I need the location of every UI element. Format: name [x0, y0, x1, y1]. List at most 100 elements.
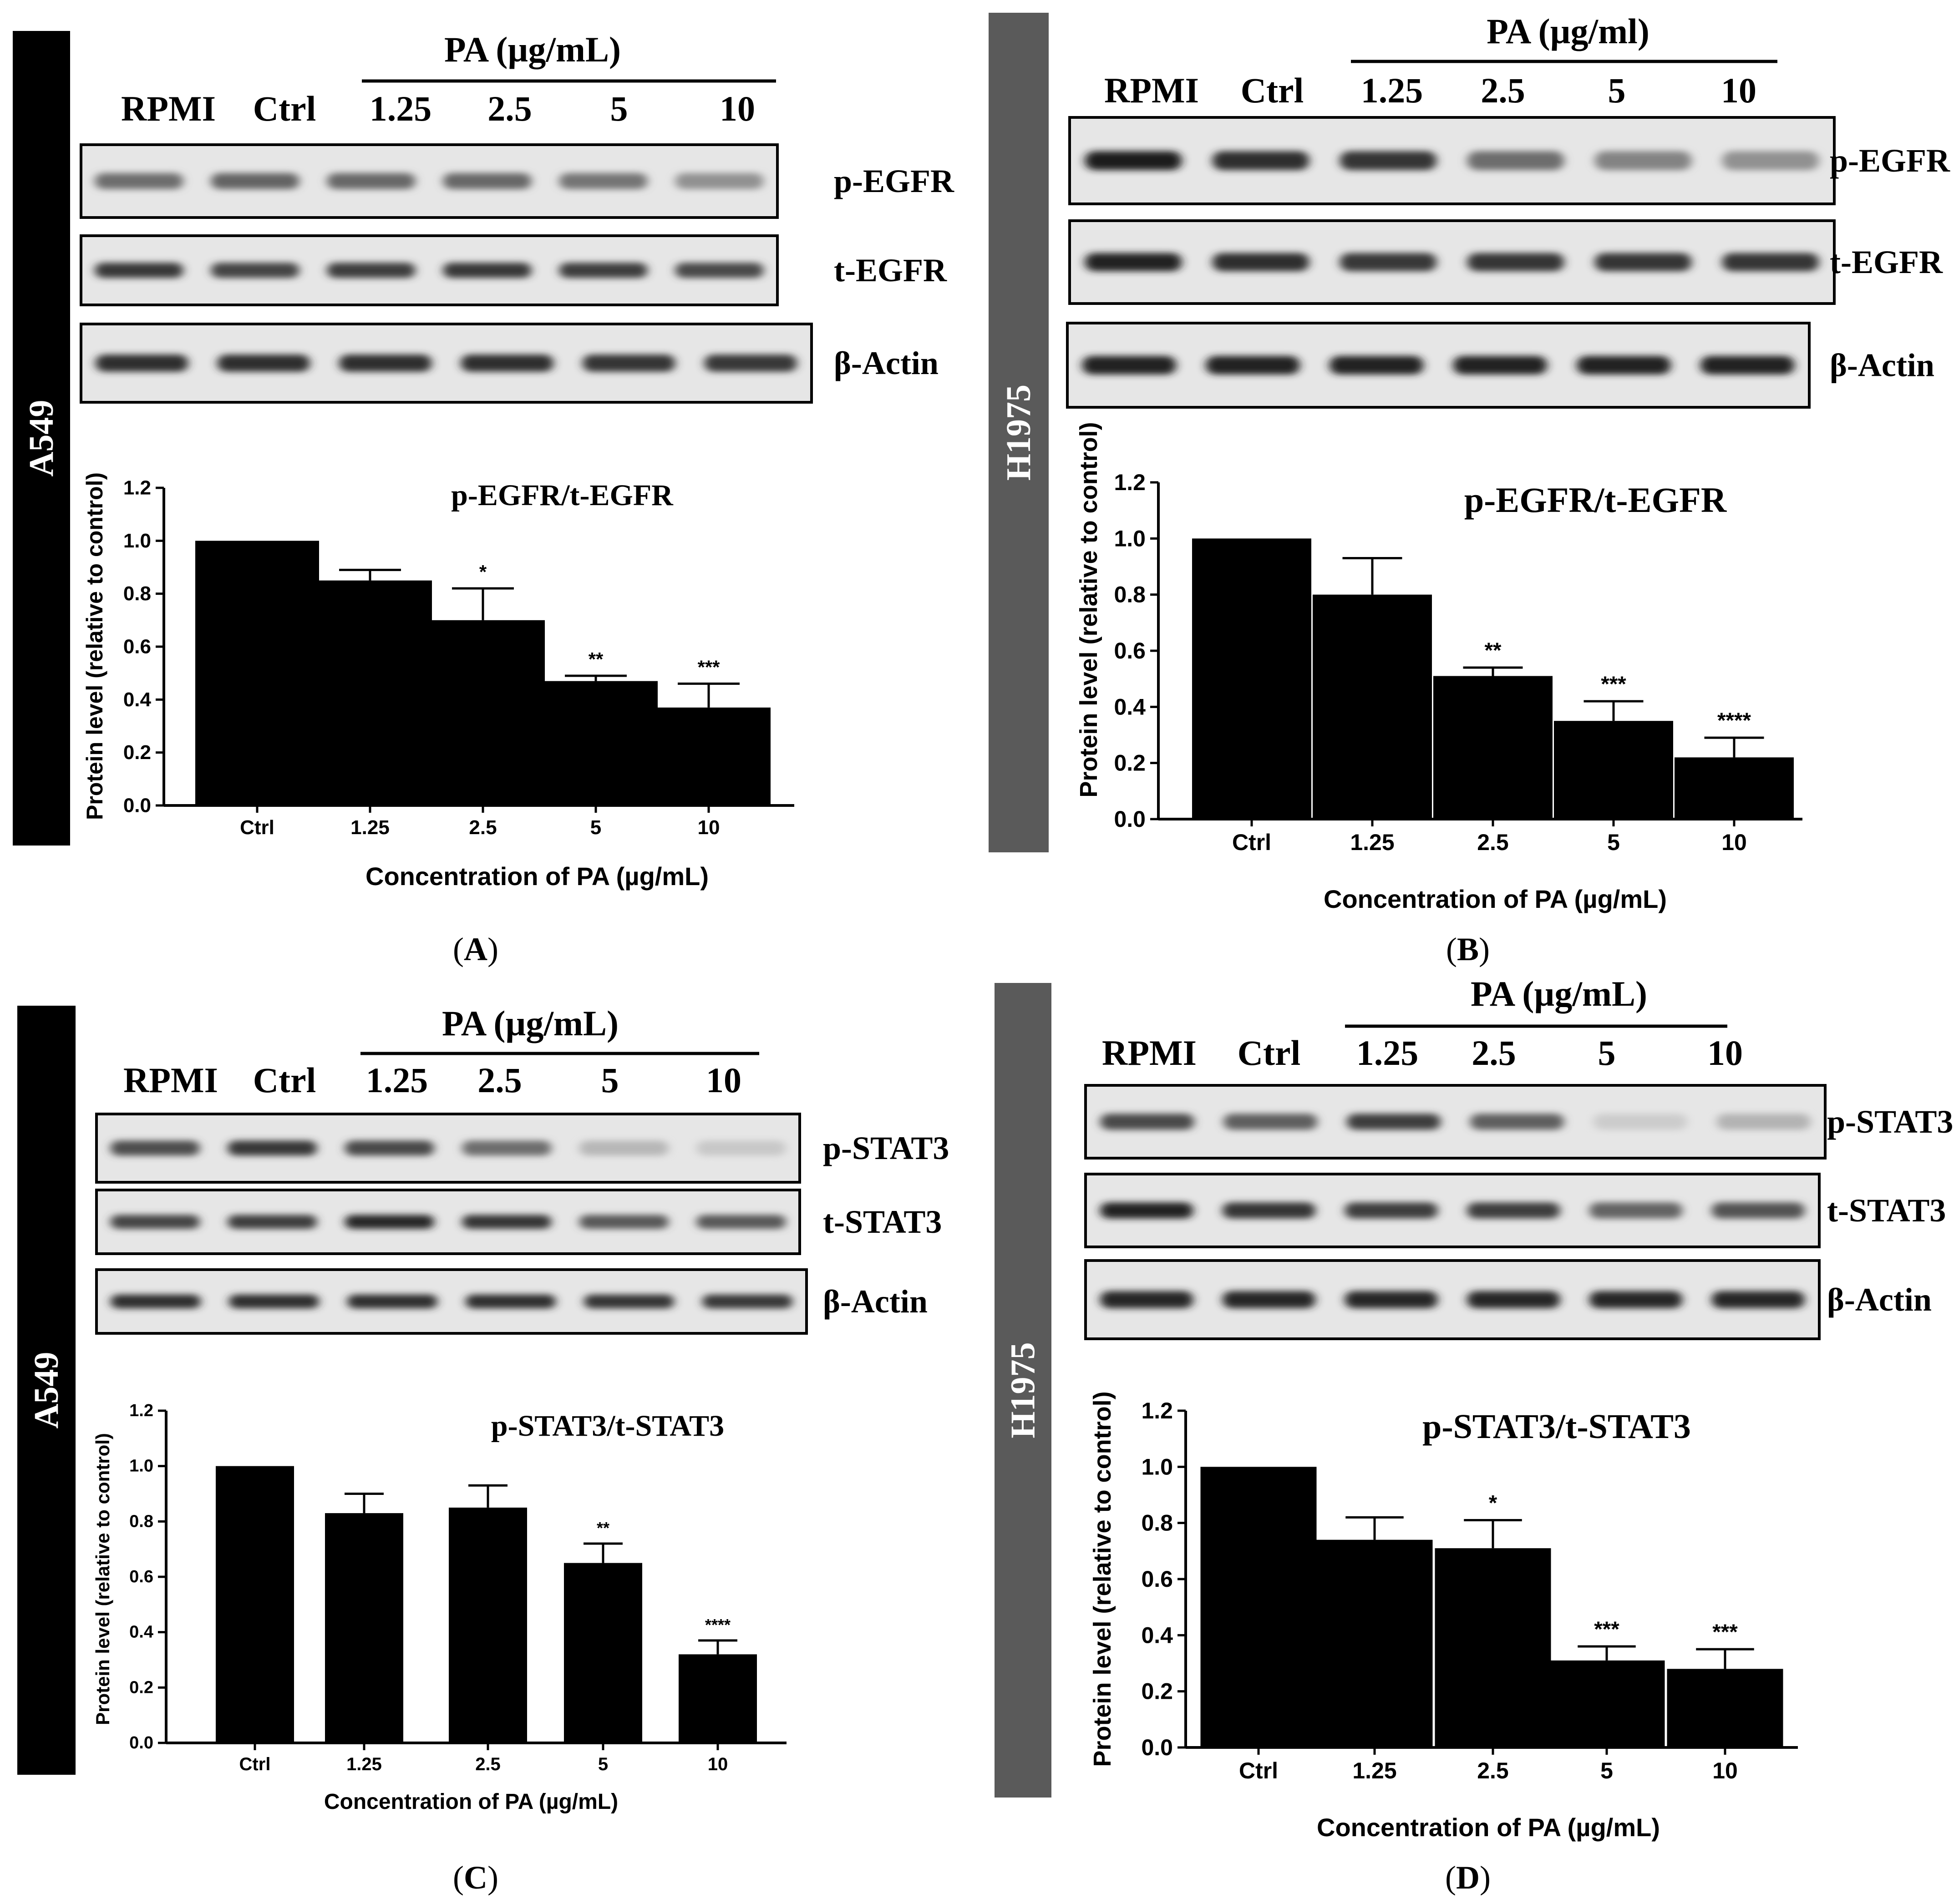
- x-tick-label: 1.25: [346, 1754, 382, 1774]
- blot-band: [559, 263, 648, 278]
- bar: [195, 541, 319, 805]
- bar: [679, 1654, 757, 1743]
- bar: [1433, 676, 1553, 819]
- blot-band: [1722, 253, 1819, 272]
- blot-panel: [1068, 219, 1836, 305]
- blot-band: [704, 354, 797, 372]
- blot-band: [1453, 356, 1548, 375]
- chart-title: p-STAT3/t-STAT3: [491, 1409, 724, 1443]
- lane-label: 2.5: [1481, 71, 1525, 110]
- lane-label: 5: [1598, 1033, 1616, 1073]
- blot-band: [229, 1294, 319, 1309]
- blot-band: [1100, 1291, 1193, 1308]
- lane-label: 5: [610, 89, 628, 128]
- cell-line-bar: [17, 1006, 76, 1775]
- blot-band: [1223, 1114, 1318, 1130]
- panel-letter: (C): [453, 1859, 498, 1896]
- lane-label: RPMI: [121, 89, 216, 128]
- panel-letter: (A): [453, 931, 498, 967]
- lane-label: 1.25: [366, 1060, 428, 1100]
- x-tick-label: Ctrl: [1239, 1758, 1278, 1783]
- significance-label: *: [479, 561, 487, 582]
- blot-band: [584, 1294, 674, 1309]
- lane-label: Ctrl: [1241, 71, 1304, 110]
- blot-band: [1345, 1202, 1438, 1219]
- pa-header: PA (µg/mL): [442, 1003, 619, 1043]
- cell-line-label: H1975: [1000, 385, 1038, 481]
- lane-label: 10: [1721, 71, 1756, 110]
- bar: [1554, 721, 1673, 819]
- x-tick-label: Ctrl: [239, 1754, 271, 1774]
- blot-band: [1347, 1114, 1441, 1130]
- pa-header: PA (µg/ml): [1487, 11, 1649, 51]
- bar: [564, 1563, 642, 1743]
- significance-label: ***: [1601, 672, 1626, 696]
- y-tick-label: 0.8: [123, 582, 151, 605]
- pa-header: PA (µg/mL): [444, 30, 621, 69]
- blot-band: [579, 1140, 669, 1156]
- bar-chart: 0.0 0.2 0.4 0.6 0.8 1.0 1.2 Ctrl 1.25 * 2.5 ** 5 *** 1…: [82, 472, 794, 891]
- blot-band: [95, 173, 183, 189]
- y-tick-label: 0.8: [1114, 582, 1146, 608]
- blot-panel: [1068, 116, 1836, 205]
- blot-band: [1222, 1202, 1316, 1219]
- blot-band: [1329, 356, 1424, 375]
- lane-label: 5: [1608, 71, 1626, 110]
- x-axis-label: Concentration of PA (µg/mL): [324, 1790, 618, 1814]
- blot-band: [1716, 1114, 1811, 1130]
- blot-band: [466, 1294, 556, 1309]
- blot-label: t-EGFR: [1830, 244, 1943, 280]
- significance-label: ***: [1594, 1617, 1619, 1641]
- bar-chart: 0.0 0.2 0.4 0.6 0.8 1.0 1.2 Ctrl 1.25 ** 2.5 *** 5 **…: [1075, 422, 1802, 913]
- bar: [216, 1466, 294, 1743]
- bar: [325, 1513, 403, 1743]
- y-tick-label: 0.4: [1114, 694, 1146, 719]
- cell-line-bar: [989, 13, 1049, 852]
- y-tick-label: 0.6: [123, 636, 151, 658]
- blot-label: p-EGFR: [834, 163, 954, 199]
- x-tick-label: 2.5: [475, 1754, 501, 1774]
- blot-panel: [95, 1268, 808, 1335]
- y-tick-label: 0.4: [123, 689, 152, 711]
- significance-label: ***: [1712, 1620, 1738, 1644]
- significance-label: **: [1485, 638, 1502, 663]
- bar: [1548, 1660, 1665, 1747]
- lane-label: Ctrl: [253, 89, 316, 128]
- significance-label: **: [597, 1519, 609, 1537]
- lane-label: 2.5: [1472, 1033, 1516, 1073]
- bar: [1200, 1467, 1317, 1747]
- y-tick-label: 0.0: [129, 1733, 153, 1752]
- bar: [1192, 538, 1311, 819]
- blot-band: [1589, 1202, 1683, 1219]
- blot-band: [1100, 1202, 1193, 1219]
- y-tick-label: 1.0: [129, 1457, 153, 1476]
- blot-label: t-EGFR: [834, 252, 947, 289]
- bar-chart: 0.0 0.2 0.4 0.6 0.8 1.0 1.2 Ctrl 1.25 * 2.5 *** 5 ***…: [1089, 1391, 1798, 1842]
- blot-band: [1212, 253, 1309, 272]
- blot-label: p-EGFR: [1830, 142, 1950, 179]
- blot-band: [675, 263, 764, 278]
- y-tick-label: 1.0: [123, 530, 151, 552]
- blot-label: β-Actin: [1830, 347, 1934, 384]
- lane-label: 5: [601, 1060, 619, 1100]
- blot-band: [1085, 253, 1182, 272]
- blot-band: [327, 263, 416, 278]
- x-tick-label: 5: [590, 816, 601, 839]
- blot-band: [1467, 1291, 1560, 1308]
- y-tick-label: 0.4: [129, 1623, 153, 1642]
- bar: [1313, 594, 1432, 819]
- y-axis-label: Protein level (relative to control): [1089, 1391, 1116, 1767]
- lane-label: Ctrl: [253, 1060, 316, 1100]
- y-tick-label: 0.8: [129, 1512, 153, 1531]
- blot-band: [1222, 1291, 1316, 1308]
- x-tick-label: 10: [1712, 1758, 1738, 1783]
- blot-band: [327, 173, 416, 189]
- blot-band: [1589, 1291, 1683, 1308]
- blot-band: [696, 1215, 786, 1229]
- blot-band: [1594, 253, 1692, 272]
- blot-band: [95, 263, 183, 278]
- bar: [1675, 757, 1794, 819]
- significance-label: **: [589, 648, 604, 670]
